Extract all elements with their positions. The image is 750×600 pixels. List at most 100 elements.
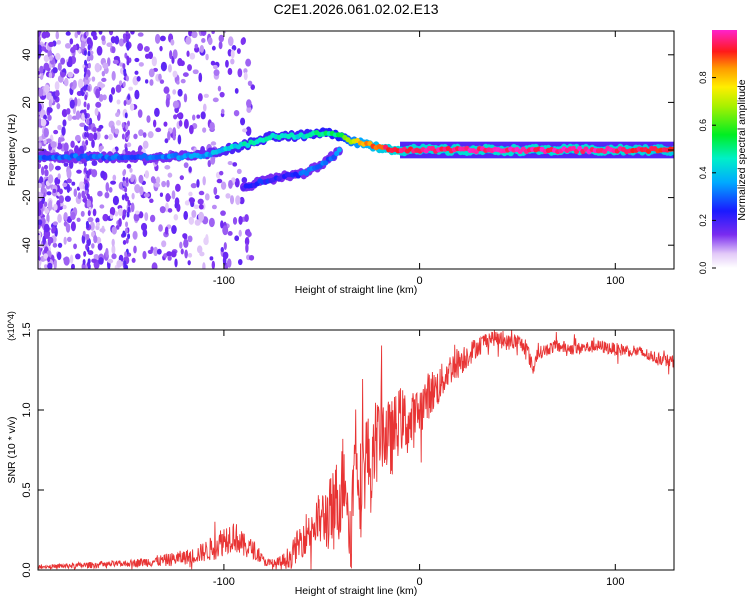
noise-speck — [159, 206, 166, 214]
noise-speck — [200, 111, 206, 120]
noise-speck — [66, 183, 71, 193]
noise-speck — [38, 191, 42, 198]
noise-speck — [48, 55, 53, 61]
noise-speck — [172, 89, 177, 95]
noise-speck — [62, 119, 67, 127]
noise-speck — [43, 139, 47, 145]
noise-speck — [47, 174, 54, 184]
noise-speck — [148, 68, 155, 78]
noise-speck — [213, 69, 220, 77]
noise-speck — [186, 50, 190, 57]
noise-speck — [167, 64, 172, 73]
noise-speck — [38, 162, 42, 170]
noise-speck — [143, 192, 150, 198]
noise-speck — [92, 35, 98, 41]
noise-speck — [192, 69, 199, 75]
noise-speck — [187, 235, 193, 243]
noise-speck — [40, 166, 45, 176]
noise-band-speck — [126, 211, 130, 218]
noise-speck — [69, 99, 75, 109]
noise-band-speck — [86, 222, 90, 229]
noise-speck — [56, 142, 63, 150]
noise-speck — [53, 129, 59, 135]
noise-speck — [212, 97, 219, 103]
noise-speck — [111, 46, 116, 54]
spectrogram-marks — [38, 127, 674, 192]
noise-speck — [222, 225, 229, 236]
noise-speck — [56, 39, 62, 45]
noise-speck — [105, 182, 110, 192]
noise-speck — [219, 170, 224, 176]
noise-speck — [247, 231, 252, 237]
noise-speck — [46, 191, 52, 196]
noise-speck — [89, 53, 94, 61]
noise-band-speck — [86, 171, 90, 178]
noise-speck — [227, 36, 234, 47]
noise-band-speck — [88, 124, 92, 131]
noise-speck — [104, 191, 110, 199]
noise-speck — [71, 181, 76, 186]
noise-speck — [218, 41, 223, 50]
noise-band-speck — [83, 167, 87, 174]
noise-speck — [77, 78, 84, 89]
noise-speck — [39, 65, 44, 74]
noise-speck — [134, 70, 139, 75]
noise-band-speck — [124, 146, 128, 153]
x-tick-label: 100 — [606, 275, 624, 287]
noise-speck — [149, 79, 154, 86]
noise-speck — [153, 246, 159, 257]
noise-speck — [188, 31, 193, 37]
noise-speck — [185, 36, 192, 45]
noise-speck — [48, 162, 53, 172]
noise-band-speck — [86, 201, 90, 208]
noise-band-speck — [121, 133, 125, 140]
noise-speck — [198, 190, 205, 196]
noise-speck — [48, 41, 55, 47]
noise-speck — [56, 102, 61, 110]
noise-speck — [95, 88, 101, 99]
noise-speck — [111, 253, 117, 260]
noise-speck — [102, 94, 107, 101]
noise-speck — [38, 259, 41, 269]
noise-speck — [187, 252, 193, 258]
noise-speck — [69, 38, 74, 45]
noise-speck — [132, 231, 138, 240]
noise-speck — [74, 134, 81, 142]
noise-speck — [74, 31, 79, 39]
noise-speck — [136, 76, 141, 82]
noise-band-speck — [122, 214, 126, 221]
noise-band-speck — [83, 67, 87, 74]
noise-band-speck — [122, 81, 126, 88]
noise-speck — [70, 221, 76, 232]
spectrogram-x-label: Height of straight line (km) — [295, 284, 418, 296]
noise-speck — [130, 202, 135, 213]
noise-speck — [196, 245, 203, 254]
noise-speck — [134, 57, 140, 63]
noise-band-speck — [83, 144, 87, 151]
noise-speck — [46, 213, 50, 224]
noise-speck — [47, 262, 53, 269]
noise-speck — [111, 244, 116, 255]
x-tick-label: -100 — [213, 576, 235, 588]
noise-speck — [139, 186, 144, 196]
noise-band-speck — [125, 131, 129, 138]
noise-speck — [104, 134, 109, 140]
noise-speck — [193, 204, 200, 209]
noise-speck — [63, 77, 69, 87]
noise-speck — [240, 117, 246, 126]
noise-speck — [53, 259, 57, 269]
noise-speck — [63, 142, 69, 152]
noise-speck — [142, 140, 149, 149]
noise-speck — [142, 132, 147, 138]
colorbar-label: Normalized spectral amplitude — [736, 79, 748, 220]
noise-speck — [144, 170, 150, 179]
noise-speck — [173, 214, 179, 221]
noise-speck — [97, 190, 103, 197]
noise-speck — [245, 126, 252, 137]
noise-speck — [107, 258, 114, 264]
noise-band-speck — [122, 180, 126, 187]
noise-speck — [106, 42, 113, 48]
noise-band-speck — [83, 250, 87, 257]
noise-speck — [61, 108, 68, 118]
noise-speck — [197, 93, 203, 102]
